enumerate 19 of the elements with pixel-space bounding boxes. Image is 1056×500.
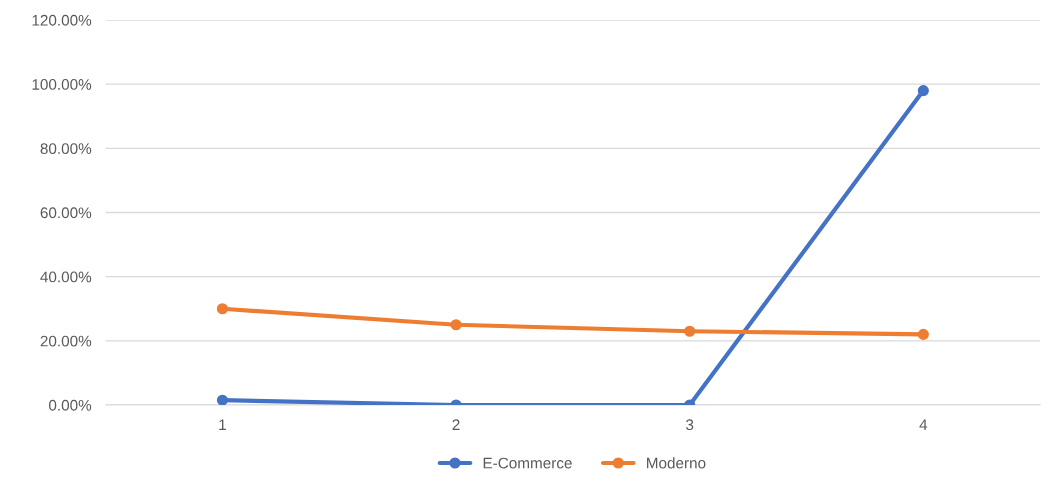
- y-tick-label: 120.00%: [32, 14, 92, 26]
- y-tick-label: 20.00%: [40, 335, 92, 347]
- y-tick-label: 60.00%: [40, 207, 92, 219]
- x-tick-label: 1: [219, 419, 226, 430]
- x-tick-label: 2: [452, 419, 460, 430]
- x-tick-label: 3: [686, 419, 694, 431]
- x-tick-label: 4: [919, 419, 928, 430]
- y-tick-label: 0.00%: [48, 399, 92, 411]
- point: [684, 325, 696, 337]
- y-tick-label: 100.00%: [32, 79, 92, 90]
- point: [917, 85, 929, 97]
- y-tick-label: 80.00%: [40, 143, 92, 155]
- legend-label: Moderno: [647, 457, 706, 469]
- legend-label: E-Commerce: [483, 457, 572, 469]
- point: [216, 394, 228, 405]
- point: [216, 303, 228, 315]
- point: [917, 328, 929, 340]
- y-tick-label: 40.00%: [40, 271, 92, 283]
- point: [450, 319, 462, 331]
